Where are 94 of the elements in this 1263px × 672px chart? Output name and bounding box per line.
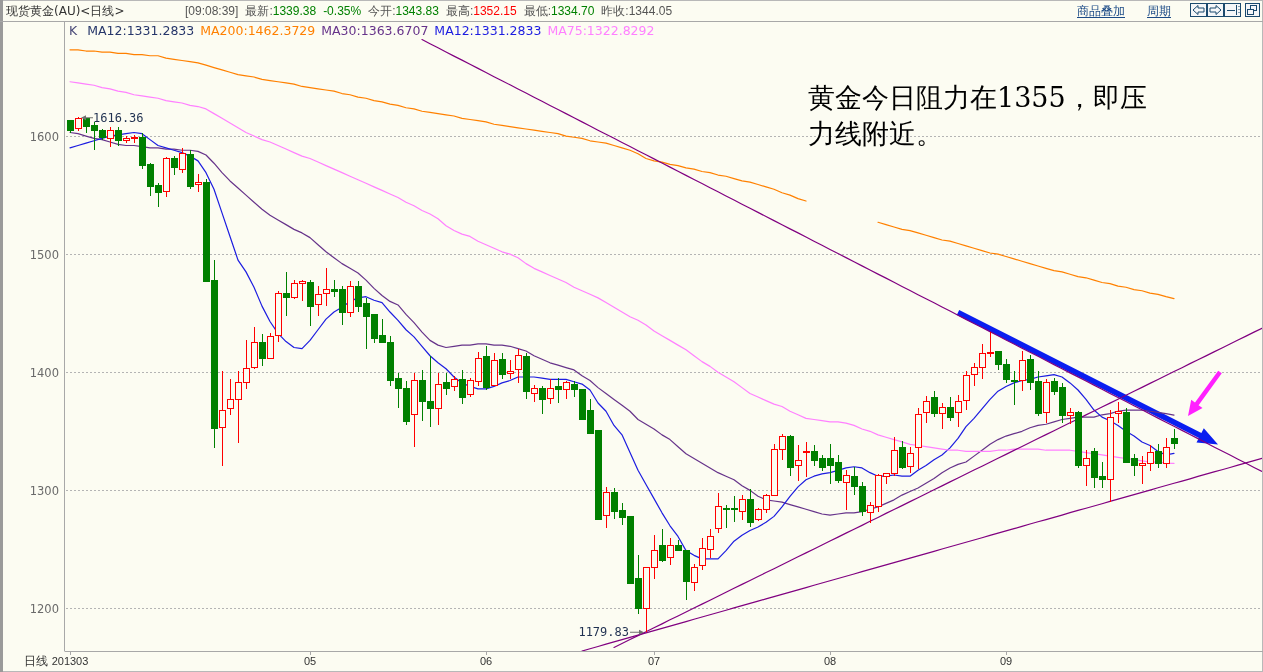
text: -0.35% — [323, 4, 362, 18]
candlestick — [75, 116, 82, 132]
candlestick — [963, 370, 970, 411]
y-tick-label: 1400 — [29, 365, 59, 380]
x-tick-label: 201303 — [51, 655, 89, 667]
line-series — [69, 81, 1175, 465]
annotation: K — [69, 22, 78, 38]
candlestick — [1107, 409, 1114, 503]
annotation: MA12:1331.2833 — [87, 22, 195, 38]
candlestick — [1083, 449, 1090, 487]
candlestick — [267, 332, 274, 360]
candlestick — [915, 407, 922, 470]
candlestick — [947, 396, 954, 422]
candlestick — [715, 492, 722, 534]
candlestick — [843, 469, 850, 511]
candlestick — [115, 126, 122, 147]
annotation: 1616.36 — [93, 110, 144, 125]
candlestick — [283, 271, 290, 317]
candlestick — [315, 285, 322, 317]
candlestick — [547, 378, 554, 405]
candlestick — [739, 494, 746, 521]
candlestick — [563, 380, 570, 400]
y-tick-label: 1300 — [29, 483, 59, 498]
candlestick — [955, 394, 962, 428]
candlestick — [411, 372, 418, 448]
candlestick — [803, 441, 810, 478]
candlestick — [659, 528, 666, 563]
x-tick-label: 09 — [999, 655, 1013, 667]
text: 周期 — [1147, 4, 1171, 18]
text: 今开:1343.83 — [368, 4, 440, 18]
candlestick — [347, 280, 354, 318]
text: MA75:1322.8292 — [547, 22, 655, 38]
candlestick — [459, 369, 466, 405]
candlestick — [1019, 350, 1026, 392]
x-tick-label: 06 — [479, 655, 493, 667]
candlestick — [187, 149, 194, 190]
candlestick — [251, 326, 258, 370]
text: 昨收:1344.05 — [601, 4, 673, 18]
annotation: 黄金今日阻力在1355，即压力线附近。 — [808, 82, 1147, 149]
candlestick — [555, 377, 562, 404]
candlestick — [259, 333, 266, 367]
candlestick — [939, 402, 946, 430]
candlestick — [67, 119, 74, 134]
candlestick — [931, 390, 938, 418]
text: 最新:1339.38 — [245, 4, 317, 18]
candlestick — [907, 446, 914, 474]
candlestick — [323, 267, 330, 307]
candlestick — [1115, 401, 1122, 424]
candlestick — [171, 155, 178, 176]
text: 商品叠加 — [1077, 4, 1125, 18]
candlestick — [1011, 370, 1018, 406]
x-tick-label: 08 — [823, 655, 837, 667]
candlestick — [1163, 437, 1170, 469]
candlestick — [923, 395, 930, 424]
text: 最高:1352.15 — [445, 4, 517, 18]
text: MA12:1331.2833 — [434, 22, 542, 38]
candlestick — [195, 173, 202, 193]
chart-title: 现货黄金(AU)<日线> — [6, 4, 125, 18]
candlestick — [1155, 443, 1162, 469]
x-tick-label: 05 — [303, 655, 317, 667]
candlestick — [491, 352, 498, 387]
candlestick — [539, 385, 546, 415]
candlestick — [107, 126, 114, 148]
candlestick — [603, 486, 610, 529]
text: 日线 — [24, 654, 48, 668]
candlestick — [523, 352, 530, 400]
y-tick-label: 1500 — [29, 247, 59, 262]
candlestick — [1067, 407, 1074, 425]
candlestick — [443, 372, 450, 396]
text: MA30:1363.6707 — [321, 22, 429, 38]
candlestick — [667, 537, 674, 566]
text: 最低:1334.70 — [523, 4, 595, 18]
candlestick — [499, 352, 506, 380]
candlestick — [275, 290, 282, 343]
candlestick — [307, 279, 314, 327]
candlestick — [899, 440, 906, 470]
candlestick — [163, 156, 170, 198]
text: [09:08:39] — [185, 4, 239, 18]
y-tick-label: 1600 — [29, 129, 59, 144]
y-tick-label: 1200 — [29, 601, 59, 616]
candlestick — [531, 384, 538, 403]
candlestick — [483, 345, 490, 391]
candlestick — [795, 445, 802, 482]
candlestick — [179, 147, 186, 174]
annotation: 1179.83 — [578, 625, 629, 640]
candlestick — [1075, 410, 1082, 469]
candlestick — [747, 488, 754, 528]
candlestick — [451, 375, 458, 392]
text: MA200:1462.3729 — [200, 22, 316, 38]
candlestick — [435, 372, 442, 426]
candlestick — [787, 434, 794, 477]
candlestick — [1043, 378, 1050, 424]
candlestick — [1171, 428, 1178, 450]
x-tick-label: 07 — [647, 655, 661, 667]
